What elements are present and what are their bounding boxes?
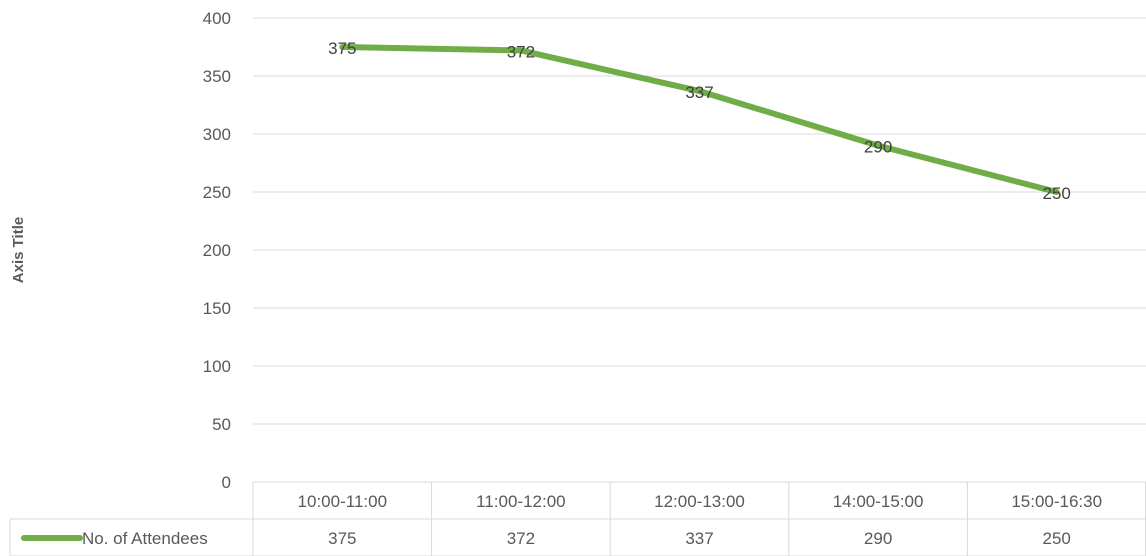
table-value: 337 <box>685 529 713 548</box>
y-tick-label: 250 <box>203 183 231 202</box>
category-label: 14:00-15:00 <box>833 492 924 511</box>
category-label: 10:00-11:00 <box>298 492 387 511</box>
category-label: 11:00-12:00 <box>476 492 565 511</box>
table-value: 375 <box>328 529 356 548</box>
table-value: 250 <box>1043 529 1071 548</box>
table-value: 372 <box>507 529 535 548</box>
y-tick-label: 150 <box>203 299 231 318</box>
data-label: 290 <box>864 138 892 157</box>
category-label: 12:00-13:00 <box>654 492 745 511</box>
y-axis-ticks: 0 50 100 150 200 250 300 350 400 <box>203 9 231 492</box>
y-tick-label: 300 <box>203 125 231 144</box>
y-tick-label: 0 <box>222 473 231 492</box>
data-table: 10:00-11:00 11:00-12:00 12:00-13:00 14:00-1… <box>9 481 1146 556</box>
y-tick-label: 400 <box>203 9 231 28</box>
gridlines <box>253 17 1146 425</box>
y-tick-label: 350 <box>203 67 231 86</box>
y-axis-title: Axis Title <box>10 217 27 283</box>
series-line <box>339 44 1060 195</box>
y-tick-label: 200 <box>203 241 231 260</box>
category-label: 15:00-16:30 <box>1011 492 1102 511</box>
data-labels: 375 372 337 290 250 <box>328 39 1071 203</box>
data-label: 250 <box>1043 184 1071 203</box>
y-tick-label: 100 <box>203 357 231 376</box>
series-layer <box>339 44 1060 195</box>
data-label: 375 <box>328 39 356 58</box>
series-name: No. of Attendees <box>82 529 208 548</box>
table-value: 290 <box>864 529 892 548</box>
y-tick-label: 50 <box>212 415 231 434</box>
data-label: 372 <box>507 42 535 61</box>
data-label: 337 <box>685 83 713 102</box>
